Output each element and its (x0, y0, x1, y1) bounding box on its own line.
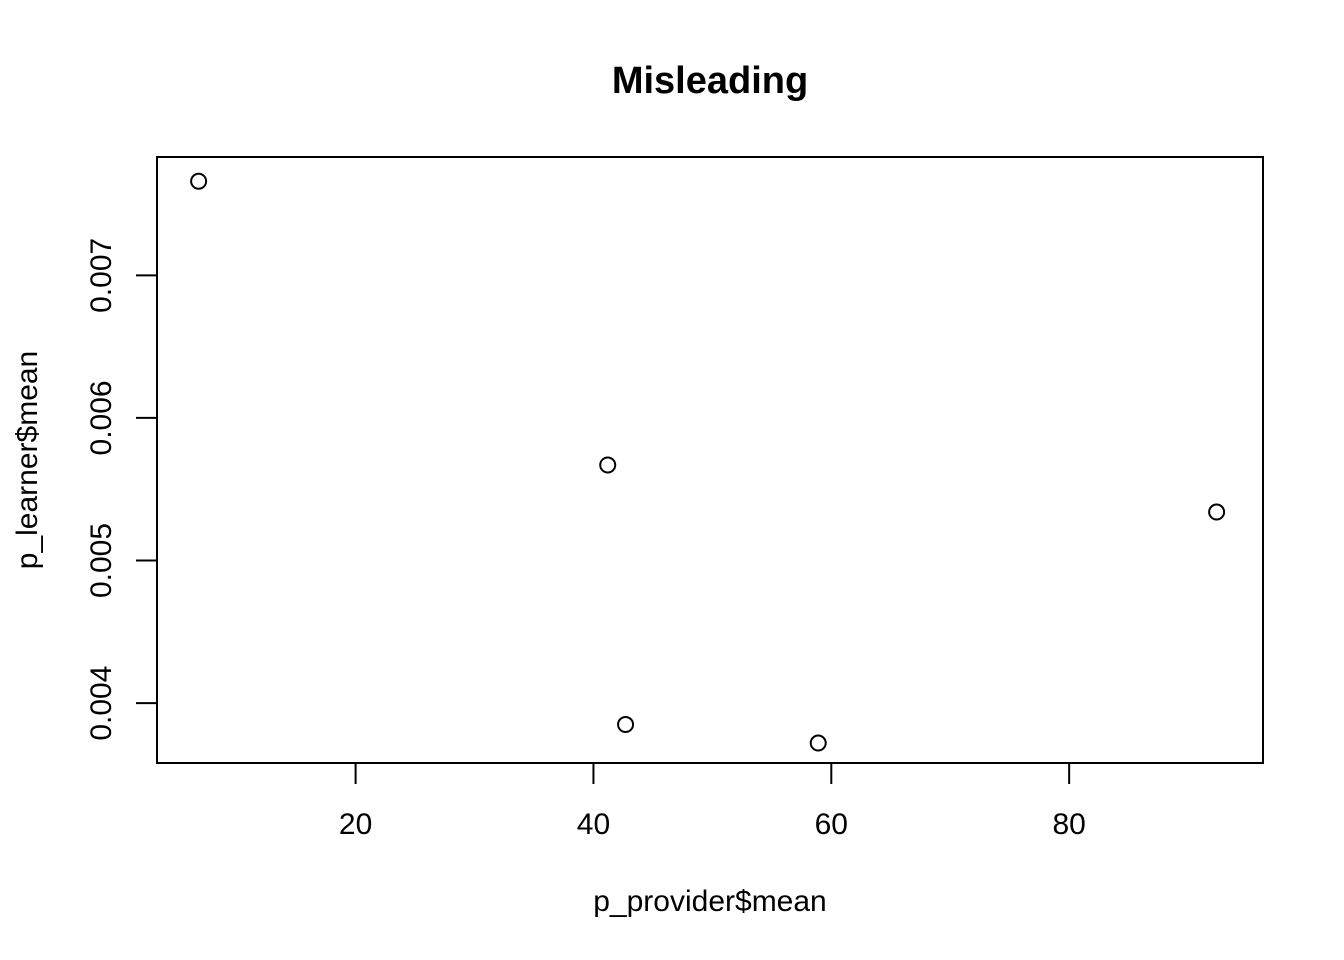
data-point (1208, 503, 1226, 521)
plot-frame (156, 156, 1264, 764)
x-axis-label: p_provider$mean (593, 885, 826, 918)
y-tick-label: 0.006 (85, 380, 118, 455)
data-point (809, 734, 827, 752)
y-axis-label: p_learner$mean (11, 351, 44, 569)
x-tick-label: 60 (815, 808, 848, 841)
data-point (599, 456, 617, 474)
chart-title: Misleading (612, 60, 808, 102)
x-tick-label: 20 (339, 808, 372, 841)
x-tick-label: 40 (577, 808, 610, 841)
y-tick-label: 0.007 (85, 238, 118, 313)
data-point (190, 172, 208, 190)
data-points (190, 172, 1226, 752)
y-tick-label: 0.004 (85, 666, 118, 741)
data-point (617, 716, 635, 734)
x-axis: 20 40 60 80 (339, 762, 1086, 841)
y-axis: 0.004 0.005 0.006 0.007 (85, 238, 158, 741)
y-tick-label: 0.005 (85, 523, 118, 598)
x-tick-label: 80 (1052, 808, 1085, 841)
